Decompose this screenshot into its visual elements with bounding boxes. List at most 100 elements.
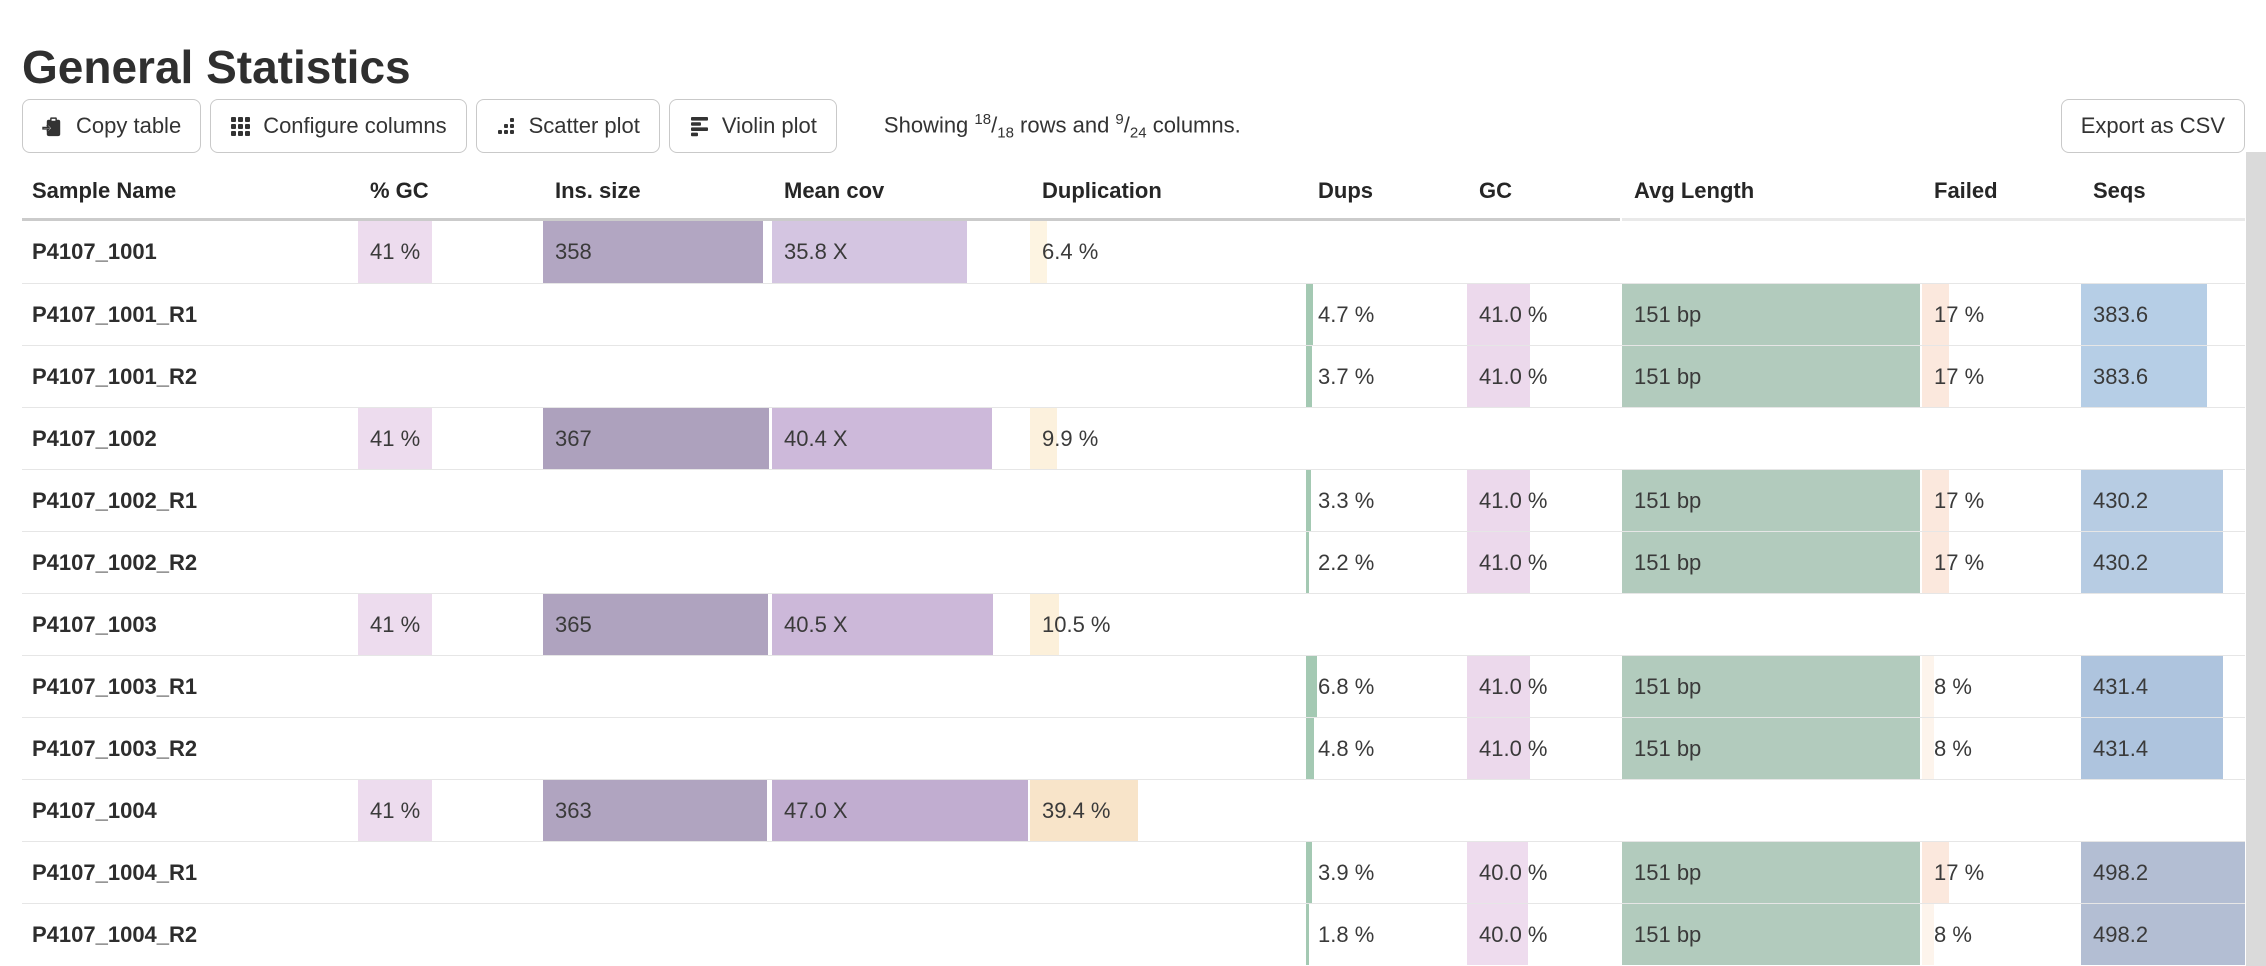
cell-ins-size [543,656,769,717]
cell-mean-cov [772,532,1028,593]
sample-name: P4107_1004 [32,798,157,823]
cell-duplication [1030,470,1303,531]
value-bar [1622,842,1920,903]
cell-duplication [1030,904,1303,965]
value-bar [358,221,432,283]
value-bar [1622,532,1920,593]
value-bar [543,221,764,283]
column-header-dups[interactable]: Dups [1318,178,1373,203]
copy-table-label: Copy table [76,113,182,138]
cell-dups [1306,408,1464,469]
value-bar [358,780,432,841]
column-header-avg-length[interactable]: Avg Length [1634,178,1755,203]
table-row: P4107_1001 41 % 358 35.8 X 6.4 % [22,221,2245,283]
cell-gc [1467,221,1620,283]
column-header-ins-size[interactable]: Ins. size [555,178,641,203]
cell-avg-length: 151 bp [1622,656,1920,717]
cell-pct-gc: 41 % [358,221,538,283]
cell-seqs: 431.4 [2081,718,2245,779]
cell-value: 151 bp [1634,302,1702,327]
column-header-failed[interactable]: Failed [1934,178,1998,203]
vertical-scrollbar[interactable] [2246,152,2266,966]
cell-avg-length: 151 bp [1622,346,1920,407]
cell-value: 39.4 % [1042,798,1111,823]
copy-table-button[interactable]: Copy table [22,99,202,153]
cell-gc: 41.0 % [1467,346,1620,407]
cell-gc: 41.0 % [1467,718,1620,779]
cell-duplication [1030,656,1303,717]
cell-value: 3.7 % [1318,364,1375,389]
cell-avg-length [1622,594,1920,655]
value-bar [1306,904,1309,965]
cell-failed [1922,408,2078,469]
value-bar [1467,842,1529,903]
value-bar [1922,470,1949,531]
scatter-plot-button[interactable]: Scatter plot [475,99,660,153]
value-bar [1922,346,1949,407]
table-row: P4107_1003_R2 4.8 % 41.0 % 151 bp 8 % 431.4 [22,717,2245,779]
cell-dups [1306,780,1464,841]
value-bar [1922,532,1949,593]
cell-mean-cov [772,904,1028,965]
value-bar [1467,284,1530,345]
value-bar [1922,904,1935,965]
sample-name: P4107_1003_R1 [32,674,198,699]
value-bar [2081,904,2245,965]
cell-mean-cov: 40.4 X [772,408,1028,469]
violin-icon [689,115,711,137]
cell-value: 8 % [1934,674,1972,699]
cell-dups: 3.9 % [1306,842,1464,903]
cell-failed: 17 % [1922,346,2078,407]
table-row: P4107_1001_R2 3.7 % 41.0 % 151 bp 17 % 383.6 [22,345,2245,407]
cell-seqs: 430.2 [2081,470,2245,531]
cell-ins-size: 365 [543,594,769,655]
cell-duplication [1030,532,1303,593]
cell-ins-size [543,842,769,903]
sample-name: P4107_1003 [32,612,157,637]
value-bar [1622,470,1920,531]
cell-avg-length: 151 bp [1622,904,1920,965]
cell-seqs: 431.4 [2081,656,2245,717]
configure-columns-button[interactable]: Configure columns [210,99,467,153]
value-bar [1306,656,1317,717]
column-header-gc[interactable]: GC [1479,178,1512,203]
cell-dups [1306,221,1464,283]
cell-value: 4.8 % [1318,736,1375,761]
column-header-sample-name[interactable]: Sample Name [32,178,177,203]
cell-avg-length [1622,408,1920,469]
cell-seqs [2081,594,2245,655]
cell-seqs [2081,780,2245,841]
cell-value: 151 bp [1634,550,1702,575]
cell-dups: 1.8 % [1306,904,1464,965]
cell-duplication [1030,842,1303,903]
export-csv-button[interactable]: Export as CSV [2060,99,2245,153]
value-bar [1622,346,1920,407]
column-header-duplication[interactable]: Duplication [1042,178,1162,203]
column-header-mean-cov[interactable]: Mean cov [784,178,885,203]
cell-gc: 41.0 % [1467,532,1620,593]
cell-ins-size: 367 [543,408,769,469]
cell-value: 358 [555,239,592,264]
cell-avg-length: 151 bp [1622,470,1920,531]
column-header-pct-gc[interactable]: % GC [370,178,429,203]
table-row: P4107_1004_R2 1.8 % 40.0 % 151 bp 8 % 498.2 [22,903,2245,965]
columns-shown: 9 [1115,110,1124,128]
cell-pct-gc [358,904,538,965]
cell-value: 17 % [1934,364,1985,389]
value-bar [1922,718,1935,779]
cell-value: 10.5 % [1042,612,1111,637]
cell-value: 17 % [1934,550,1985,575]
cell-value: 151 bp [1634,736,1702,761]
value-bar [543,780,767,841]
grid-icon [230,115,252,137]
cell-mean-cov: 47.0 X [772,780,1028,841]
value-bar [1030,408,1058,469]
cell-value: 35.8 X [784,239,848,264]
violin-plot-button[interactable]: Violin plot [668,99,837,153]
cell-pct-gc [358,284,538,345]
cell-failed: 8 % [1922,656,2078,717]
value-bar [772,408,993,469]
rows-shown: 18 [974,110,992,128]
column-header-seqs[interactable]: Seqs [2093,178,2146,203]
header-divider [22,218,1620,221]
